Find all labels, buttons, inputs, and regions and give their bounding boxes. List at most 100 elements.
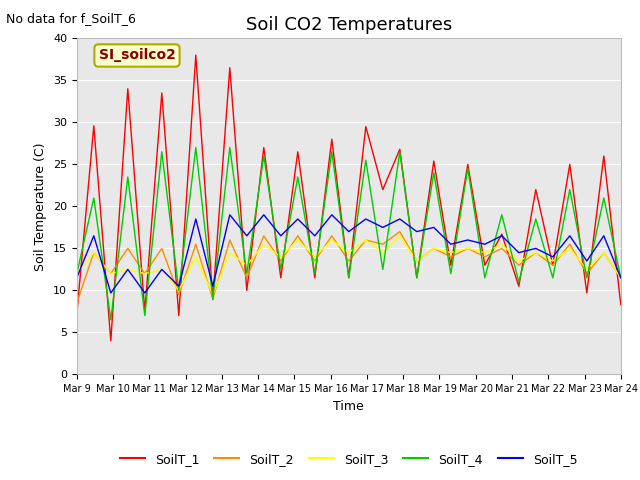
SoilT_5 (141, 290, 148, 296)
SoilT_2 (345, 258, 353, 264)
SoilT_2 (107, 271, 115, 276)
SoilT_1 (498, 231, 506, 237)
SoilT_5 (583, 258, 591, 264)
SoilT_4 (277, 266, 285, 272)
Line: SoilT_1: SoilT_1 (77, 55, 621, 341)
SoilT_4 (413, 275, 420, 281)
SoilT_1 (124, 86, 132, 92)
SoilT_4 (294, 174, 301, 180)
SoilT_4 (90, 195, 98, 201)
SoilT_2 (124, 246, 132, 252)
SoilT_3 (124, 266, 132, 272)
SoilT_5 (498, 233, 506, 239)
SoilT_2 (532, 250, 540, 255)
SoilT_2 (617, 275, 625, 281)
SoilT_5 (362, 216, 370, 222)
SoilT_4 (209, 296, 216, 302)
SoilT_1 (617, 302, 625, 308)
SoilT_3 (345, 250, 353, 255)
SoilT_3 (277, 254, 285, 260)
SoilT_4 (158, 149, 166, 155)
Legend: SoilT_1, SoilT_2, SoilT_3, SoilT_4, SoilT_5: SoilT_1, SoilT_2, SoilT_3, SoilT_4, Soil… (115, 448, 582, 471)
SoilT_2 (600, 250, 607, 255)
SoilT_5 (260, 212, 268, 218)
SoilT_2 (515, 262, 523, 268)
SoilT_1 (566, 161, 573, 167)
SoilT_1 (192, 52, 200, 58)
SoilT_2 (396, 229, 404, 235)
SoilT_2 (158, 246, 166, 252)
SoilT_1 (328, 136, 335, 142)
Text: SI_soilco2: SI_soilco2 (99, 48, 175, 62)
SoilT_3 (175, 288, 182, 293)
Text: No data for f_SoilT_6: No data for f_SoilT_6 (6, 12, 136, 25)
SoilT_2 (175, 292, 182, 298)
SoilT_2 (294, 233, 301, 239)
SoilT_3 (209, 292, 216, 298)
SoilT_5 (328, 212, 335, 218)
SoilT_2 (447, 254, 454, 260)
SoilT_2 (73, 300, 81, 306)
SoilT_3 (141, 271, 148, 276)
SoilT_5 (430, 225, 438, 230)
SoilT_3 (549, 258, 557, 264)
SoilT_5 (345, 229, 353, 235)
SoilT_1 (209, 297, 216, 302)
SoilT_3 (328, 237, 335, 243)
SoilT_5 (396, 216, 404, 222)
SoilT_1 (311, 275, 319, 281)
SoilT_1 (583, 290, 591, 296)
SoilT_4 (141, 313, 148, 319)
Title: Soil CO2 Temperatures: Soil CO2 Temperatures (246, 16, 452, 34)
SoilT_1 (396, 146, 404, 152)
SoilT_3 (192, 254, 200, 260)
SoilT_5 (175, 283, 182, 289)
SoilT_3 (481, 250, 489, 255)
Line: SoilT_4: SoilT_4 (77, 148, 621, 320)
SoilT_2 (226, 237, 234, 243)
SoilT_5 (226, 212, 234, 218)
SoilT_5 (600, 233, 607, 239)
SoilT_4 (396, 149, 404, 155)
SoilT_3 (583, 266, 591, 272)
SoilT_4 (464, 166, 472, 171)
SoilT_1 (260, 145, 268, 151)
SoilT_5 (294, 216, 301, 222)
SoilT_5 (481, 241, 489, 247)
Line: SoilT_3: SoilT_3 (77, 236, 621, 295)
SoilT_3 (243, 262, 251, 268)
SoilT_1 (226, 65, 234, 71)
SoilT_4 (617, 275, 625, 281)
SoilT_4 (311, 271, 319, 276)
SoilT_3 (362, 237, 370, 243)
SoilT_5 (192, 216, 200, 222)
SoilT_1 (430, 158, 438, 164)
SoilT_2 (549, 262, 557, 268)
SoilT_3 (532, 250, 540, 255)
SoilT_2 (328, 233, 335, 239)
SoilT_2 (566, 241, 573, 247)
SoilT_4 (481, 275, 489, 281)
SoilT_4 (226, 145, 234, 151)
SoilT_3 (294, 237, 301, 243)
SoilT_5 (447, 241, 454, 247)
SoilT_5 (90, 233, 98, 239)
SoilT_3 (107, 271, 115, 276)
SoilT_2 (498, 246, 506, 252)
SoilT_3 (158, 266, 166, 272)
SoilT_3 (447, 250, 454, 255)
SoilT_2 (464, 246, 472, 252)
SoilT_3 (566, 246, 573, 252)
SoilT_5 (158, 266, 166, 272)
SoilT_1 (515, 283, 523, 289)
SoilT_5 (532, 246, 540, 252)
SoilT_5 (464, 237, 472, 243)
SoilT_4 (566, 187, 573, 192)
SoilT_1 (175, 313, 182, 319)
SoilT_5 (124, 266, 132, 272)
SoilT_1 (243, 288, 251, 293)
SoilT_5 (549, 254, 557, 260)
SoilT_5 (73, 275, 81, 281)
SoilT_4 (260, 153, 268, 159)
SoilT_3 (498, 241, 506, 247)
